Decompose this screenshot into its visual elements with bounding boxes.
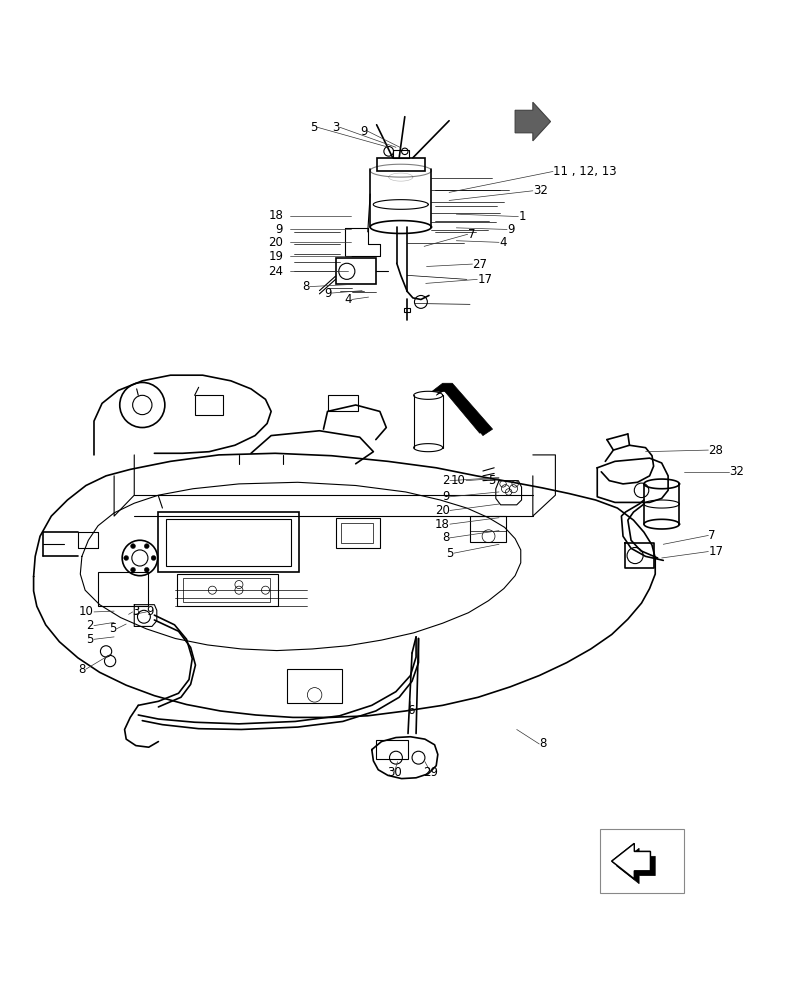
Text: 7: 7 — [468, 228, 475, 241]
Bar — [327, 395, 358, 411]
Text: 5: 5 — [109, 622, 116, 635]
Bar — [183, 578, 271, 602]
Text: 17: 17 — [478, 273, 492, 286]
Bar — [377, 158, 425, 171]
Text: 19: 19 — [268, 250, 284, 263]
Circle shape — [145, 567, 149, 572]
Text: 1: 1 — [519, 210, 526, 223]
Text: 5: 5 — [488, 474, 495, 487]
Text: 32: 32 — [730, 465, 744, 478]
Text: 8: 8 — [78, 663, 86, 676]
Circle shape — [145, 544, 149, 549]
Circle shape — [124, 556, 128, 560]
Bar — [98, 572, 148, 606]
Bar — [376, 740, 408, 759]
Bar — [341, 523, 373, 543]
Text: 28: 28 — [709, 444, 723, 457]
Polygon shape — [436, 386, 491, 433]
Bar — [393, 150, 409, 158]
Text: 4: 4 — [344, 293, 351, 306]
Text: 18: 18 — [435, 518, 450, 531]
Polygon shape — [432, 383, 493, 436]
Text: 3: 3 — [332, 121, 339, 134]
Text: 10: 10 — [79, 605, 94, 618]
Text: 9: 9 — [443, 490, 450, 503]
Circle shape — [151, 556, 156, 560]
Polygon shape — [617, 848, 655, 884]
Text: 27: 27 — [473, 258, 487, 271]
Text: 30: 30 — [387, 766, 402, 779]
Text: 8: 8 — [443, 531, 450, 544]
Text: 8: 8 — [302, 280, 309, 293]
Text: 9: 9 — [276, 223, 284, 236]
Circle shape — [131, 567, 136, 572]
Text: 17: 17 — [709, 545, 723, 558]
Text: 9: 9 — [324, 287, 331, 300]
Text: 9: 9 — [146, 605, 154, 618]
Text: 20: 20 — [435, 504, 450, 517]
Bar — [600, 829, 684, 893]
Circle shape — [131, 544, 136, 549]
Text: 8: 8 — [539, 737, 547, 750]
Text: 10: 10 — [451, 474, 466, 487]
Text: 18: 18 — [268, 209, 284, 222]
Polygon shape — [612, 843, 650, 879]
Polygon shape — [612, 843, 650, 879]
Bar — [335, 518, 380, 548]
Text: 4: 4 — [499, 236, 507, 249]
Text: 3: 3 — [133, 605, 140, 618]
Bar — [166, 519, 291, 566]
Text: 6: 6 — [406, 704, 415, 717]
Text: 9: 9 — [360, 125, 368, 138]
Text: 5: 5 — [86, 633, 94, 646]
Text: 9: 9 — [507, 223, 515, 236]
Bar — [287, 669, 342, 703]
Bar — [195, 395, 223, 415]
Bar — [158, 512, 299, 572]
Text: 2: 2 — [86, 619, 94, 632]
Bar — [335, 258, 376, 284]
Text: 32: 32 — [532, 184, 548, 197]
Bar — [177, 574, 278, 606]
Bar — [470, 516, 507, 542]
Text: 11 , 12, 13: 11 , 12, 13 — [553, 165, 617, 178]
Text: 5: 5 — [309, 121, 317, 134]
Text: 7: 7 — [709, 529, 716, 542]
Text: 29: 29 — [423, 766, 438, 779]
Polygon shape — [516, 102, 550, 141]
Text: 5: 5 — [447, 547, 454, 560]
Bar — [404, 308, 410, 312]
Text: 20: 20 — [268, 236, 284, 249]
Text: 24: 24 — [268, 265, 284, 278]
Text: 2: 2 — [443, 474, 450, 487]
